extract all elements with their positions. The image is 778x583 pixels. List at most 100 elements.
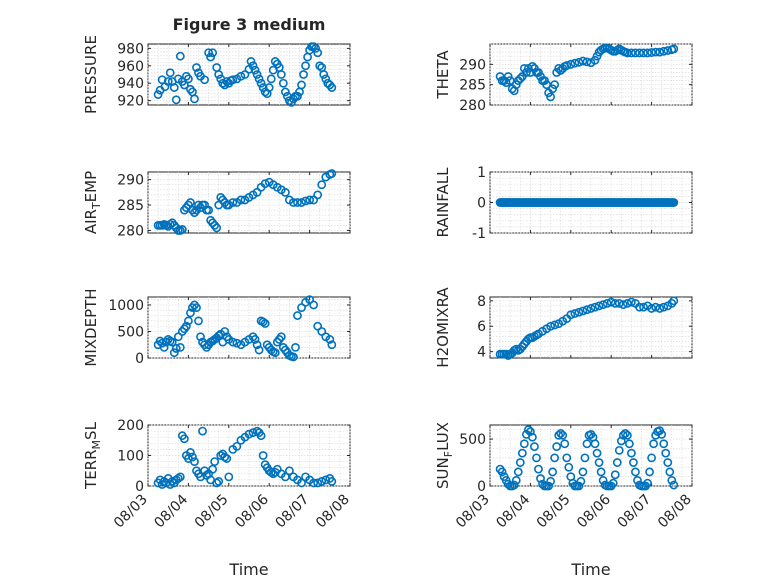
data-point bbox=[183, 74, 193, 84]
data-point bbox=[325, 335, 335, 344]
data-point bbox=[169, 83, 179, 92]
data-point bbox=[578, 306, 588, 316]
data-point bbox=[560, 439, 570, 449]
data-point bbox=[250, 335, 260, 344]
data-point bbox=[643, 478, 652, 488]
data-point bbox=[544, 481, 553, 491]
y-tick-label: 0 bbox=[135, 479, 144, 495]
y-axis-label: TERRMSL bbox=[82, 421, 103, 490]
y-tick-label: 1 bbox=[477, 165, 486, 181]
data-point bbox=[596, 467, 606, 477]
subplot-h2omixra: 4 6 8 H2OMIXRA bbox=[434, 287, 693, 368]
data-point bbox=[327, 340, 337, 350]
y-axis-label: H2OMIXRA bbox=[434, 287, 452, 368]
data-point bbox=[309, 478, 319, 488]
data-markers bbox=[495, 425, 679, 491]
data-point bbox=[548, 467, 558, 477]
data-point bbox=[546, 92, 555, 102]
subplot-theta: 280 285 290 THETA bbox=[434, 43, 693, 114]
data-point bbox=[515, 458, 525, 467]
data-point bbox=[179, 434, 189, 444]
data-markers bbox=[153, 295, 337, 362]
data-point bbox=[214, 331, 224, 341]
y-tick-label: 290 bbox=[459, 57, 486, 73]
data-point bbox=[228, 337, 238, 347]
data-point bbox=[301, 61, 310, 71]
data-point bbox=[204, 205, 213, 215]
x-axis-label: Time bbox=[570, 560, 610, 579]
data-point bbox=[200, 75, 209, 85]
data-point bbox=[317, 180, 327, 190]
data-point bbox=[669, 296, 679, 306]
data-point bbox=[192, 63, 201, 72]
data-point bbox=[614, 445, 624, 455]
y-axis-label: SUNFLUX bbox=[434, 422, 455, 489]
data-point bbox=[276, 332, 286, 342]
data-point bbox=[309, 300, 319, 310]
data-point bbox=[582, 305, 592, 315]
data-point bbox=[196, 472, 205, 482]
data-point bbox=[542, 80, 551, 90]
data-point bbox=[647, 304, 656, 313]
data-point bbox=[293, 311, 302, 320]
data-markers bbox=[495, 43, 679, 102]
data-point bbox=[534, 464, 543, 474]
data-point bbox=[175, 342, 185, 352]
y-tick-label: 0 bbox=[477, 479, 486, 495]
data-point bbox=[327, 169, 337, 178]
data-point bbox=[291, 342, 300, 352]
data-point bbox=[196, 332, 205, 342]
data-point bbox=[643, 48, 652, 58]
y-tick-label: -1 bbox=[472, 226, 486, 242]
data-point bbox=[260, 179, 270, 189]
data-point bbox=[633, 475, 642, 485]
data-point bbox=[248, 61, 258, 71]
data-point bbox=[631, 48, 640, 58]
data-point bbox=[554, 430, 564, 440]
data-point bbox=[293, 91, 302, 101]
data-point bbox=[657, 429, 667, 439]
data-point bbox=[635, 302, 644, 312]
data-point bbox=[651, 302, 661, 312]
data-point bbox=[167, 337, 177, 347]
data-point bbox=[171, 344, 181, 353]
data-point bbox=[618, 430, 628, 440]
data-point bbox=[639, 48, 648, 58]
data-point bbox=[546, 476, 555, 486]
y-tick-label: 920 bbox=[117, 94, 144, 110]
data-point bbox=[186, 198, 195, 207]
data-point bbox=[582, 57, 592, 67]
data-point bbox=[169, 348, 179, 358]
y-axis-label: AIRTEMP bbox=[82, 171, 103, 234]
data-point bbox=[256, 78, 266, 88]
data-point bbox=[157, 338, 167, 348]
data-point bbox=[519, 439, 529, 449]
data-point bbox=[622, 298, 632, 308]
data-point bbox=[574, 307, 584, 317]
x-axis-label: Time bbox=[228, 560, 268, 579]
data-point bbox=[550, 80, 560, 90]
data-point bbox=[321, 475, 331, 485]
data-point bbox=[616, 436, 626, 446]
data-point bbox=[236, 195, 246, 205]
data-point bbox=[505, 76, 515, 85]
data-point bbox=[186, 448, 195, 457]
data-point bbox=[497, 467, 507, 477]
data-point bbox=[562, 453, 572, 463]
data-point bbox=[248, 428, 258, 438]
data-point bbox=[212, 478, 222, 488]
subplot-sun-flux: 0 500 08/03 08/04 08/05 08/06 08/07 08/08 Time SU… bbox=[434, 422, 695, 579]
y-tick-label: 500 bbox=[459, 432, 486, 448]
data-point bbox=[175, 51, 185, 61]
data-point bbox=[586, 304, 596, 313]
data-point bbox=[181, 321, 191, 331]
data-point bbox=[260, 319, 270, 328]
data-point bbox=[618, 300, 628, 310]
data-point bbox=[639, 302, 648, 312]
grid-lines bbox=[489, 425, 693, 487]
data-point bbox=[297, 80, 306, 90]
x-tick-label: 08/06 bbox=[232, 491, 272, 531]
data-point bbox=[317, 477, 327, 486]
data-point bbox=[602, 298, 612, 308]
data-point bbox=[280, 87, 290, 97]
